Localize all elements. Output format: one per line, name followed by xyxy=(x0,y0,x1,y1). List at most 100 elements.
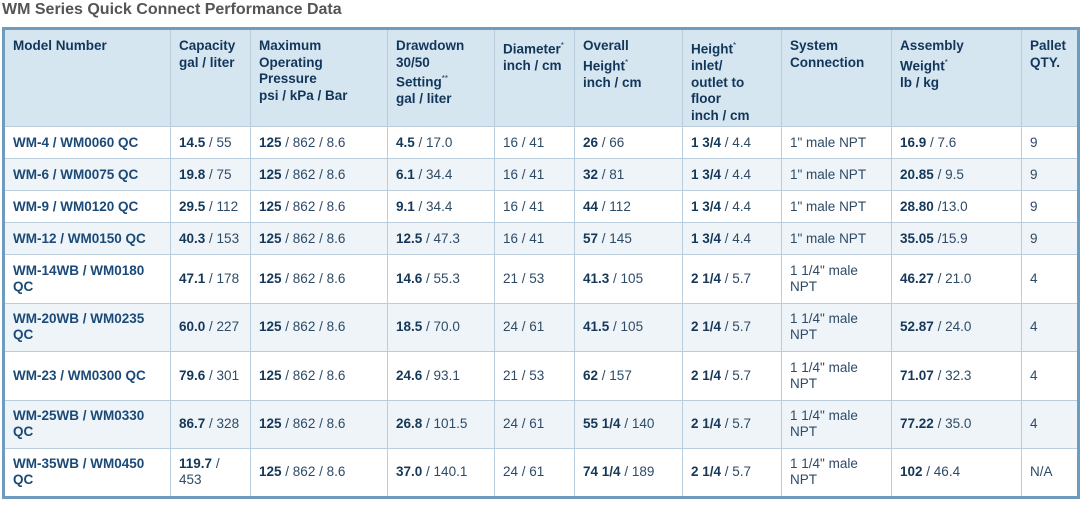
table-cell: 24 / 61 xyxy=(494,399,575,449)
table-body: WM-4 / WM0060 QC 14.5 / 55 125 / 862 / 8.6… xyxy=(3,126,1079,498)
value-secondary: / 862 / 8.6 xyxy=(285,230,346,246)
table-cell: 1 1/4" male NPT xyxy=(781,351,892,401)
value-secondary: / 105 xyxy=(613,319,644,335)
value-secondary: / 9.5 xyxy=(937,166,964,182)
header-line: Drawdown xyxy=(396,38,465,53)
table-cell: WM-6 / WM0075 QC xyxy=(3,158,171,191)
value-secondary: / 140 xyxy=(624,416,655,432)
header-cell: System Connection xyxy=(781,28,892,127)
value-secondary: /13.0 xyxy=(937,198,968,214)
header-line: inch / cm xyxy=(691,107,750,123)
value-primary: 28.80 xyxy=(900,198,934,214)
table-cell: 18.5 / 70.0 xyxy=(387,302,495,352)
value-primary: 125 xyxy=(259,367,282,383)
value-secondary: / 17.0 xyxy=(418,134,453,150)
value-primary: 2 1/4 xyxy=(691,416,722,432)
table-cell: 125 / 862 / 8.6 xyxy=(250,254,388,304)
title: WM Series Quick Connect Performance Data xyxy=(2,1,342,18)
table-cell: 4 xyxy=(1021,351,1079,401)
value-secondary: / 4.4 xyxy=(724,230,752,246)
table-cell: 1 1/4" male NPT xyxy=(781,399,892,449)
table-cell: 9 xyxy=(1021,126,1079,159)
table-cell: 14.6 / 55.3 xyxy=(387,254,495,304)
table-cell: 1 3/4 / 4.4 xyxy=(682,222,782,255)
header-cell: Assembly Weight* lb / kg xyxy=(891,28,1022,127)
performance-table: Model Number Capacity gal / liter Maximum Op… xyxy=(2,27,1080,499)
value-secondary: / 35.0 xyxy=(937,416,972,432)
table-cell: WM-23 / WM0300 QC xyxy=(3,351,171,401)
header-line: Model Number xyxy=(13,38,107,53)
header-line: Maximum xyxy=(259,38,322,53)
value-secondary: / 32.3 xyxy=(937,367,972,383)
table-cell: 125 / 862 / 8.6 xyxy=(250,158,388,191)
header-cell: Height* inlet/outlet to floor inch / cm xyxy=(682,28,782,127)
table-cell: WM-20WB / WM0235 QC xyxy=(3,302,171,352)
header-line: inch / cm xyxy=(503,58,562,73)
table-cell: 1" male NPT xyxy=(781,126,892,159)
value-secondary: / 5.7 xyxy=(724,367,752,383)
table-cell: WM-35WB / WM0450 QC xyxy=(3,448,171,498)
header-text: Diameter xyxy=(503,41,561,57)
table-cell: 1 1/4" male NPT xyxy=(781,302,892,352)
value-secondary: / 112 xyxy=(209,198,239,214)
table-cell: 74 1/4 / 189 xyxy=(574,448,683,498)
table-cell: 125 / 862 / 8.6 xyxy=(250,351,388,401)
table-cell: 55 1/4 / 140 xyxy=(574,399,683,449)
table-row: WM-25WB / WM0330 QC 86.7 / 328 125 / 862 /… xyxy=(3,399,1079,449)
value-secondary: / 4.4 xyxy=(724,134,752,150)
table-row: WM-12 / WM0150 QC 40.3 / 153 125 / 862 / 8… xyxy=(3,222,1079,255)
table-cell: 52.87 / 24.0 xyxy=(891,302,1022,352)
value-secondary: / 21.0 xyxy=(937,270,972,286)
table-cell: 1" male NPT xyxy=(781,222,892,255)
table-cell: 1 3/4 / 4.4 xyxy=(682,158,782,191)
table-cell: 9.1 / 34.4 xyxy=(387,190,495,223)
table-cell: 14.5 / 55 xyxy=(170,126,251,159)
value-primary: 40.3 xyxy=(179,230,206,246)
table-row: WM-20WB / WM0235 QC 60.0 / 227 125 / 862 /… xyxy=(3,302,1079,352)
value-secondary: / 4.4 xyxy=(724,198,752,214)
value-primary: 20.85 xyxy=(900,166,934,182)
table-cell: 21 / 53 xyxy=(494,351,575,401)
table-cell: 102 / 46.4 xyxy=(891,448,1022,498)
table-cell: 41.3 / 105 xyxy=(574,254,683,304)
table-cell: 44 / 112 xyxy=(574,190,683,223)
value-secondary: / 24.0 xyxy=(937,319,972,335)
table-cell: 16.9 / 7.6 xyxy=(891,126,1022,159)
value-secondary: / 862 / 8.6 xyxy=(285,166,346,182)
table-row: WM-9 / WM0120 QC 29.5 / 112 125 / 862 / 8.… xyxy=(3,190,1079,223)
value-primary: 41.3 xyxy=(583,270,610,286)
value-secondary: / 47.3 xyxy=(426,230,460,246)
table-cell: 16 / 41 xyxy=(494,190,575,223)
value-secondary: / 227 xyxy=(209,319,240,335)
value-primary: 14.5 xyxy=(179,134,206,150)
table-cell: 1" male NPT xyxy=(781,158,892,191)
value-primary: 4.5 xyxy=(396,134,415,150)
header-text: Height xyxy=(691,41,733,57)
table-cell: 16 / 41 xyxy=(494,158,575,191)
value-secondary: / 153 xyxy=(209,230,240,246)
header-sup: * xyxy=(625,57,629,67)
value-secondary: / 301 xyxy=(209,367,240,383)
value-primary: 26 xyxy=(583,134,599,150)
value-secondary: / 75 xyxy=(209,166,232,182)
table-cell: 46.27 / 21.0 xyxy=(891,254,1022,304)
value-secondary: / 140.1 xyxy=(426,464,468,480)
header-cell: Drawdown 30/50 Setting** gal / liter xyxy=(387,28,495,127)
table-cell: 24 / 61 xyxy=(494,448,575,498)
value-primary: 14.6 xyxy=(396,270,423,286)
table-cell: 9 xyxy=(1021,222,1079,255)
header-line: Pallet xyxy=(1030,38,1067,53)
value-secondary: / 862 / 8.6 xyxy=(285,134,346,150)
header-line: Assembly xyxy=(900,38,964,53)
header-text: Height xyxy=(583,58,625,73)
value-primary: 12.5 xyxy=(396,230,423,246)
value-primary: 125 xyxy=(259,134,282,150)
table-cell: 35.05 /15.9 xyxy=(891,222,1022,255)
value-primary: 6.1 xyxy=(396,166,415,182)
table-cell: 26.8 / 101.5 xyxy=(387,399,495,449)
value-primary: 41.5 xyxy=(583,319,610,335)
header-line: inlet/ xyxy=(691,58,723,73)
table-cell: 20.85 / 9.5 xyxy=(891,158,1022,191)
table-cell: 125 / 862 / 8.6 xyxy=(250,448,388,498)
value-secondary: / 5.7 xyxy=(724,464,752,480)
